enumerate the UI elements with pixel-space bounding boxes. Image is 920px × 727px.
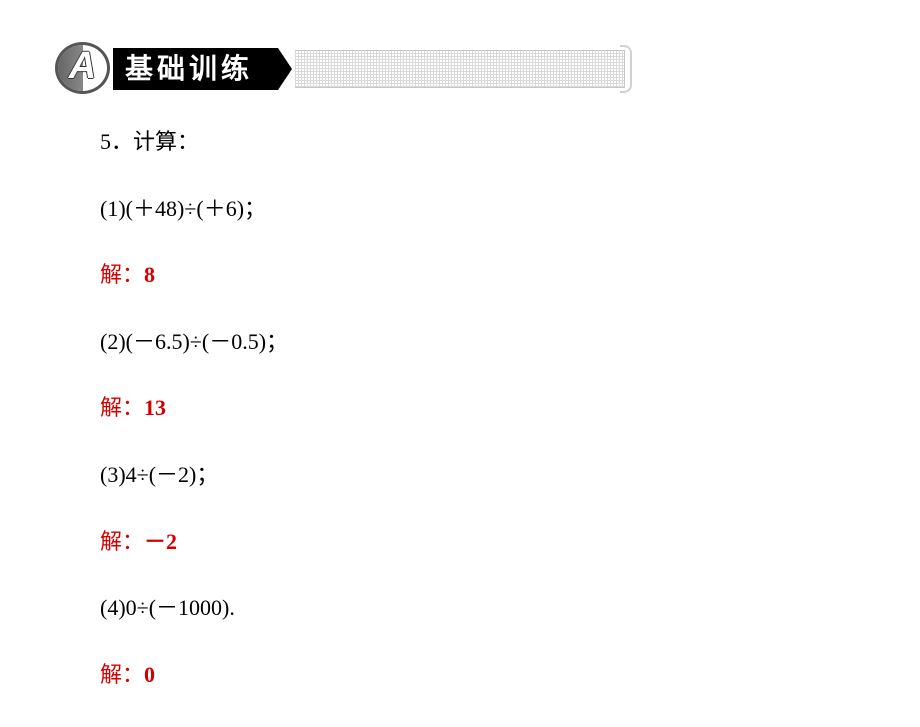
item-answer: 解：13 xyxy=(100,394,288,423)
item-question: (3)4÷(－2)； xyxy=(100,461,288,490)
section-header: A 基础训练 xyxy=(55,42,635,94)
item-question: (1)(＋48)÷(＋6)； xyxy=(100,195,288,224)
answer-label: 解： xyxy=(100,262,144,287)
answer-value: 0 xyxy=(144,662,155,687)
item-answer: 解：0 xyxy=(100,661,288,690)
answer-value: 13 xyxy=(144,395,166,420)
answer-label: 解： xyxy=(100,395,144,420)
answer-label: 解： xyxy=(100,662,144,687)
item-answer: 解：8 xyxy=(100,261,288,290)
answer-value: －2 xyxy=(144,529,177,554)
section-badge: A xyxy=(55,42,117,94)
header-hatch-pattern xyxy=(295,50,625,88)
item-question: (4)0÷(－1000). xyxy=(100,594,288,623)
exercise-content: 5．计算： (1)(＋48)÷(＋6)； 解：8 (2)(－6.5)÷(－0.5… xyxy=(100,128,288,727)
item-question: (2)(－6.5)÷(－0.5)； xyxy=(100,328,288,357)
answer-value: 8 xyxy=(144,262,155,287)
answer-label: 解： xyxy=(100,529,144,554)
badge-letter: A xyxy=(55,42,110,94)
exercise-prompt: 5．计算： xyxy=(100,128,288,157)
item-answer: 解：－2 xyxy=(100,528,288,557)
section-title: 基础训练 xyxy=(113,48,278,90)
